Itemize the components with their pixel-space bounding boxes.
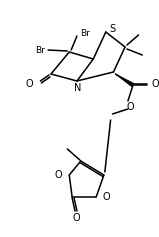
- Text: S: S: [109, 24, 116, 34]
- Text: Br: Br: [35, 46, 45, 55]
- Text: O: O: [55, 170, 62, 180]
- Text: O: O: [151, 79, 159, 89]
- Text: O: O: [126, 102, 134, 112]
- Text: O: O: [25, 79, 33, 89]
- Text: Br: Br: [80, 28, 90, 37]
- Polygon shape: [115, 74, 134, 87]
- Text: O: O: [72, 213, 80, 223]
- Text: N: N: [74, 83, 82, 93]
- Text: O: O: [103, 192, 111, 202]
